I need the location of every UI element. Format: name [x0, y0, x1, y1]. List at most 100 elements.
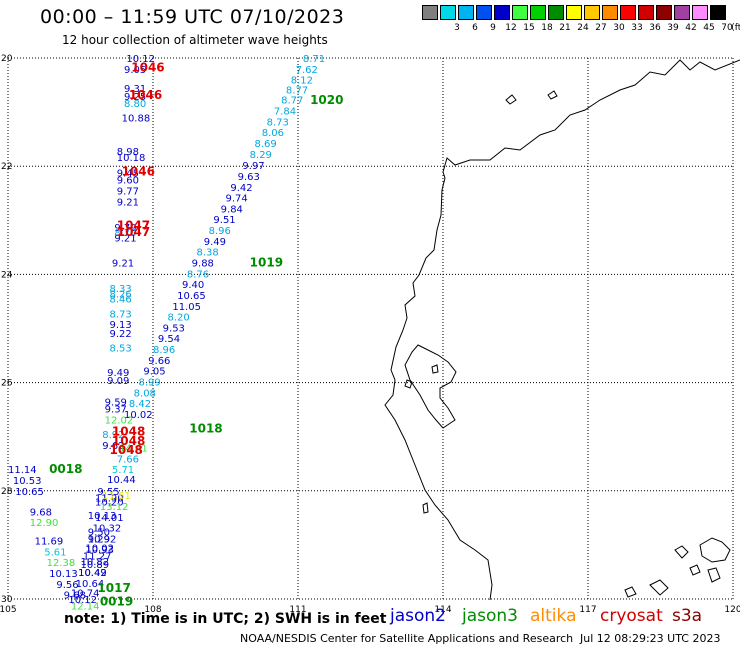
legend-swatch: [638, 5, 654, 20]
wave-height-value: 10.93: [85, 545, 114, 556]
wave-height-value: 9.60: [117, 176, 139, 187]
wave-height-value: 8.92: [102, 430, 124, 441]
wave-height-value: 12.14: [71, 601, 100, 612]
wave-height-value: 10.44: [107, 475, 136, 486]
wave-height-value: 8.77: [281, 96, 303, 107]
wave-height-value: 5.71: [112, 465, 134, 476]
legend-swatch: [548, 5, 564, 20]
wave-height-value: 9.63: [238, 172, 260, 183]
satellite-name-s3a: s3a: [672, 606, 703, 626]
legend-swatch: [710, 5, 726, 20]
pass-time-label: 1018: [189, 422, 222, 436]
wave-height-value: 10.49: [78, 568, 107, 579]
wave-height-value: 9.88: [192, 258, 214, 269]
wave-height-value: 9.66: [148, 356, 170, 367]
legend-label: 9: [490, 23, 496, 33]
satellite-name-jason3: jason3: [462, 606, 518, 626]
wave-height-value: 8.73: [110, 309, 132, 320]
wave-height-value: 11.27: [83, 552, 112, 563]
wave-height-value: 8.69: [255, 139, 277, 150]
wave-height-value: 9.13: [110, 320, 132, 331]
legend-label: 24: [577, 23, 589, 33]
wave-height-value: 10.92: [88, 534, 117, 545]
wave-height-value: 9.56: [56, 580, 78, 591]
lat-tick-label: 24: [1, 270, 13, 280]
wave-height-value: 10.74: [71, 589, 100, 600]
pass-time-label: 1046: [129, 88, 162, 102]
wave-height-value: 10.82: [81, 557, 110, 568]
wave-height-value: 11.61: [102, 491, 131, 502]
legend-label: 6: [472, 23, 478, 33]
legend-swatch: [674, 5, 690, 20]
legend-label: 39: [667, 23, 679, 33]
lon-tick-label: 117: [579, 605, 596, 615]
wave-height-value: 9.50: [88, 527, 110, 538]
wave-height-value: 8.96: [209, 226, 231, 237]
wave-height-value: 9.29: [88, 534, 110, 545]
wave-height-value: 9.68: [30, 507, 52, 518]
wave-height-value: 8.73: [267, 117, 289, 128]
legend-swatch: [476, 5, 492, 20]
wave-height-value: 10.02: [124, 410, 153, 421]
wave-height-value: 8.71: [303, 54, 325, 65]
wave-height-value: 8.06: [262, 128, 284, 139]
pass-time-label: 1046: [122, 165, 155, 179]
wave-height-value: 13.12: [100, 502, 129, 513]
legend-swatch: [440, 5, 456, 20]
wave-height-value: 8.70: [114, 228, 136, 239]
wave-height-value: 8.80: [124, 99, 146, 110]
wave-height-value: 10.20: [95, 498, 124, 509]
wave-height-value: 9.22: [110, 329, 132, 340]
wave-height-value: 9.62: [102, 441, 124, 452]
wave-height-value: 8.42: [129, 399, 151, 410]
legend-label: 21: [559, 23, 571, 33]
wave-height-value: 9.49: [107, 368, 129, 379]
coastline: [384, 59, 740, 601]
wave-height-value: 10.12: [126, 54, 155, 65]
wave-height-value: 9.05: [124, 65, 146, 76]
wave-height-value: 9.59: [105, 398, 127, 409]
legend-label: 33: [631, 23, 643, 33]
lon-tick-label: 114: [434, 605, 451, 615]
island-3: [431, 364, 439, 374]
map-title: 00:00 – 11:59 UTC 07/10/2023: [40, 6, 345, 28]
wave-height-value: 14.41: [119, 444, 148, 455]
legend-label: 15: [523, 23, 535, 33]
wave-height-value: 9.55: [97, 487, 119, 498]
footnote: note: 1) Time is in UTC; 2) SWH is in fe…: [64, 611, 387, 627]
wave-height-value: 10.02: [85, 544, 114, 555]
wave-height-value: 7.66: [117, 454, 139, 465]
map-subtitle: 12 hour collection of altimeter wave hei…: [62, 33, 328, 47]
wave-height-value: 11.14: [8, 465, 37, 476]
island-5: [422, 502, 429, 514]
wave-height-value: 8.98: [117, 147, 139, 158]
pass-time-label: 1020: [310, 93, 343, 107]
legend-swatch: [620, 5, 636, 20]
pass-time-label: 0018: [49, 462, 82, 476]
legend-swatch: [692, 5, 708, 20]
wave-height-value: 9.54: [158, 334, 180, 345]
legend-label: 30: [613, 23, 625, 33]
wave-height-value: 8.53: [110, 343, 132, 354]
wave-height-value: 7.84: [274, 106, 296, 117]
credit-line: NOAA/NESDIS Center for Satellite Applica…: [240, 632, 574, 645]
wave-height-value: 9.49: [204, 237, 226, 248]
pass-time-label: 1048: [112, 434, 145, 448]
legend-label: 18: [541, 23, 553, 33]
pass-time-label: 1047: [117, 225, 150, 239]
pass-time-label: 1048: [112, 424, 145, 438]
lat-tick-label: 30: [1, 595, 13, 605]
wave-height-value: 8.99: [139, 378, 161, 389]
wave-height-value: 9.21: [117, 197, 139, 208]
wave-height-value: 9.68: [64, 591, 86, 602]
wave-height-value: 9.09: [107, 376, 129, 387]
wave-height-value: 10.12: [68, 595, 97, 606]
wave-height-value: 9.77: [117, 187, 139, 198]
wave-height-value: 8.96: [153, 345, 175, 356]
legend-label: 27: [595, 23, 607, 33]
wave-height-value: 9.40: [182, 280, 204, 291]
legend-swatch: [512, 5, 528, 20]
wave-height-value: 9.31: [124, 84, 146, 95]
wave-height-value: 10.18: [117, 153, 146, 164]
